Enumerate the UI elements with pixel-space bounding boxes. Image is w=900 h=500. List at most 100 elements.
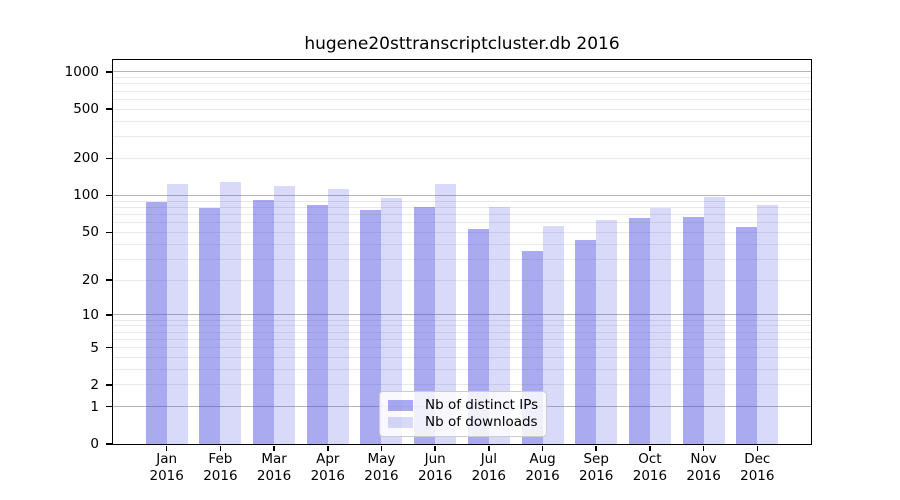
bar-downloads-jun bbox=[435, 183, 457, 444]
x-tick-label-apr: Apr 2016 bbox=[310, 451, 345, 484]
bar-downloads-may bbox=[381, 197, 403, 444]
gridline-minor bbox=[113, 368, 811, 370]
x-tick-mark bbox=[380, 445, 383, 451]
gridline-minor bbox=[113, 325, 811, 327]
legend-label-distinct-ips: Nb of distinct IPs bbox=[425, 397, 539, 413]
x-tick-label-may: May 2016 bbox=[364, 451, 399, 484]
gridline-minor bbox=[113, 258, 811, 260]
bar-downloads-mar bbox=[274, 186, 296, 444]
bar-downloads-aug bbox=[542, 226, 564, 444]
x-tick-label-aug: Aug 2016 bbox=[525, 451, 560, 484]
gridline-minor bbox=[113, 356, 811, 358]
legend: Nb of distinct IPs Nb of downloads bbox=[379, 391, 547, 437]
y-tick-label: 5 bbox=[90, 339, 99, 356]
gridline-minor bbox=[113, 157, 811, 159]
x-tick-mark bbox=[595, 445, 597, 451]
gridline-major bbox=[113, 71, 811, 73]
x-tick-mark bbox=[649, 445, 651, 451]
x-tick-label-jul: Jul 2016 bbox=[471, 451, 507, 484]
y-tick-mark bbox=[106, 346, 113, 349]
y-tick-label: 50 bbox=[81, 224, 99, 241]
bar-distinct-ips-feb bbox=[199, 208, 221, 444]
bar-downloads-dec bbox=[757, 205, 779, 444]
legend-label-downloads: Nb of downloads bbox=[425, 414, 538, 430]
bar-distinct-ips-jul bbox=[467, 229, 489, 444]
gridline-major bbox=[113, 194, 811, 196]
gridline-minor bbox=[113, 98, 811, 100]
y-tick-mark bbox=[106, 71, 113, 73]
bar-distinct-ips-nov bbox=[682, 216, 704, 444]
x-tick-mark bbox=[219, 445, 222, 451]
bar-distinct-ips-oct bbox=[628, 218, 650, 444]
gridline-minor bbox=[113, 83, 811, 85]
legend-item-distinct-ips: Nb of distinct IPs bbox=[388, 398, 538, 413]
gridline-minor bbox=[113, 206, 811, 208]
x-tick-label-jun: Jun 2016 bbox=[417, 451, 453, 484]
x-tick-label-dec: Dec 2016 bbox=[740, 451, 775, 484]
bar-distinct-ips-dec bbox=[736, 227, 758, 444]
bar-distinct-ips-sep bbox=[575, 240, 597, 444]
bar-downloads-feb bbox=[220, 181, 242, 444]
y-tick-label: 100 bbox=[73, 187, 99, 204]
y-tick-mark bbox=[106, 405, 113, 408]
gridline-minor bbox=[113, 90, 811, 92]
gridline-minor bbox=[113, 77, 811, 79]
x-tick-label-mar: Mar 2016 bbox=[256, 451, 292, 484]
bar-distinct-ips-jan bbox=[145, 201, 167, 444]
x-tick-label-oct: Oct 2016 bbox=[632, 451, 668, 484]
gridline-minor bbox=[113, 200, 811, 202]
x-tick-mark bbox=[165, 445, 168, 451]
x-tick-mark bbox=[756, 445, 759, 451]
gridline-minor bbox=[113, 319, 811, 321]
y-tick-mark bbox=[106, 231, 113, 233]
x-tick-label-feb: Feb 2016 bbox=[203, 451, 238, 484]
y-tick-label: 20 bbox=[81, 272, 99, 289]
y-tick-mark bbox=[106, 108, 113, 110]
legend-swatch-distinct-ips bbox=[388, 400, 413, 411]
gridline-minor bbox=[113, 222, 811, 224]
x-tick-mark bbox=[434, 445, 436, 451]
bar-distinct-ips-mar bbox=[253, 199, 275, 444]
legend-item-downloads: Nb of downloads bbox=[388, 415, 538, 430]
x-tick-label-nov: Nov 2016 bbox=[686, 451, 721, 484]
bar-distinct-ips-may bbox=[360, 210, 382, 444]
y-tick-label: 500 bbox=[73, 101, 99, 118]
bar-downloads-sep bbox=[596, 220, 618, 444]
x-tick-mark bbox=[702, 445, 705, 451]
x-tick-mark bbox=[488, 445, 490, 451]
bar-distinct-ips-apr bbox=[306, 205, 328, 444]
gridline-minor bbox=[113, 347, 811, 348]
bar-distinct-ips-jun bbox=[414, 206, 436, 444]
gridline-minor bbox=[113, 213, 811, 215]
y-tick-label: 2 bbox=[90, 376, 99, 393]
gridline-minor bbox=[113, 384, 811, 386]
y-tick-mark bbox=[106, 384, 113, 386]
bar-downloads-jul bbox=[488, 207, 510, 444]
chart-title: hugene20sttranscriptcluster.db 2016 bbox=[304, 34, 620, 54]
gridline-minor bbox=[113, 120, 811, 122]
y-tick-mark bbox=[106, 279, 113, 281]
gridline-major bbox=[113, 314, 811, 316]
y-tick-label: 1 bbox=[90, 398, 99, 415]
x-tick-mark bbox=[541, 445, 544, 451]
bar-downloads-oct bbox=[649, 208, 671, 444]
gridline-minor bbox=[113, 243, 811, 245]
bar-downloads-jan bbox=[166, 183, 188, 444]
gridline-minor bbox=[113, 338, 811, 340]
plot-area bbox=[113, 60, 811, 444]
y-tick-label: 1000 bbox=[64, 63, 99, 80]
x-tick-label-jan: Jan 2016 bbox=[149, 451, 184, 484]
y-tick-mark bbox=[106, 314, 113, 316]
gridline-minor bbox=[113, 108, 811, 110]
x-tick-label-sep: Sep 2016 bbox=[579, 451, 614, 484]
bar-downloads-nov bbox=[703, 196, 725, 444]
gridline-minor bbox=[113, 231, 811, 233]
x-tick-mark bbox=[327, 445, 329, 451]
y-tick-mark bbox=[106, 157, 113, 160]
x-tick-mark bbox=[273, 445, 275, 451]
gridline-minor bbox=[113, 136, 811, 138]
gridline-minor bbox=[113, 331, 811, 333]
y-tick-label: 10 bbox=[81, 306, 99, 323]
y-tick-label: 200 bbox=[73, 150, 99, 167]
